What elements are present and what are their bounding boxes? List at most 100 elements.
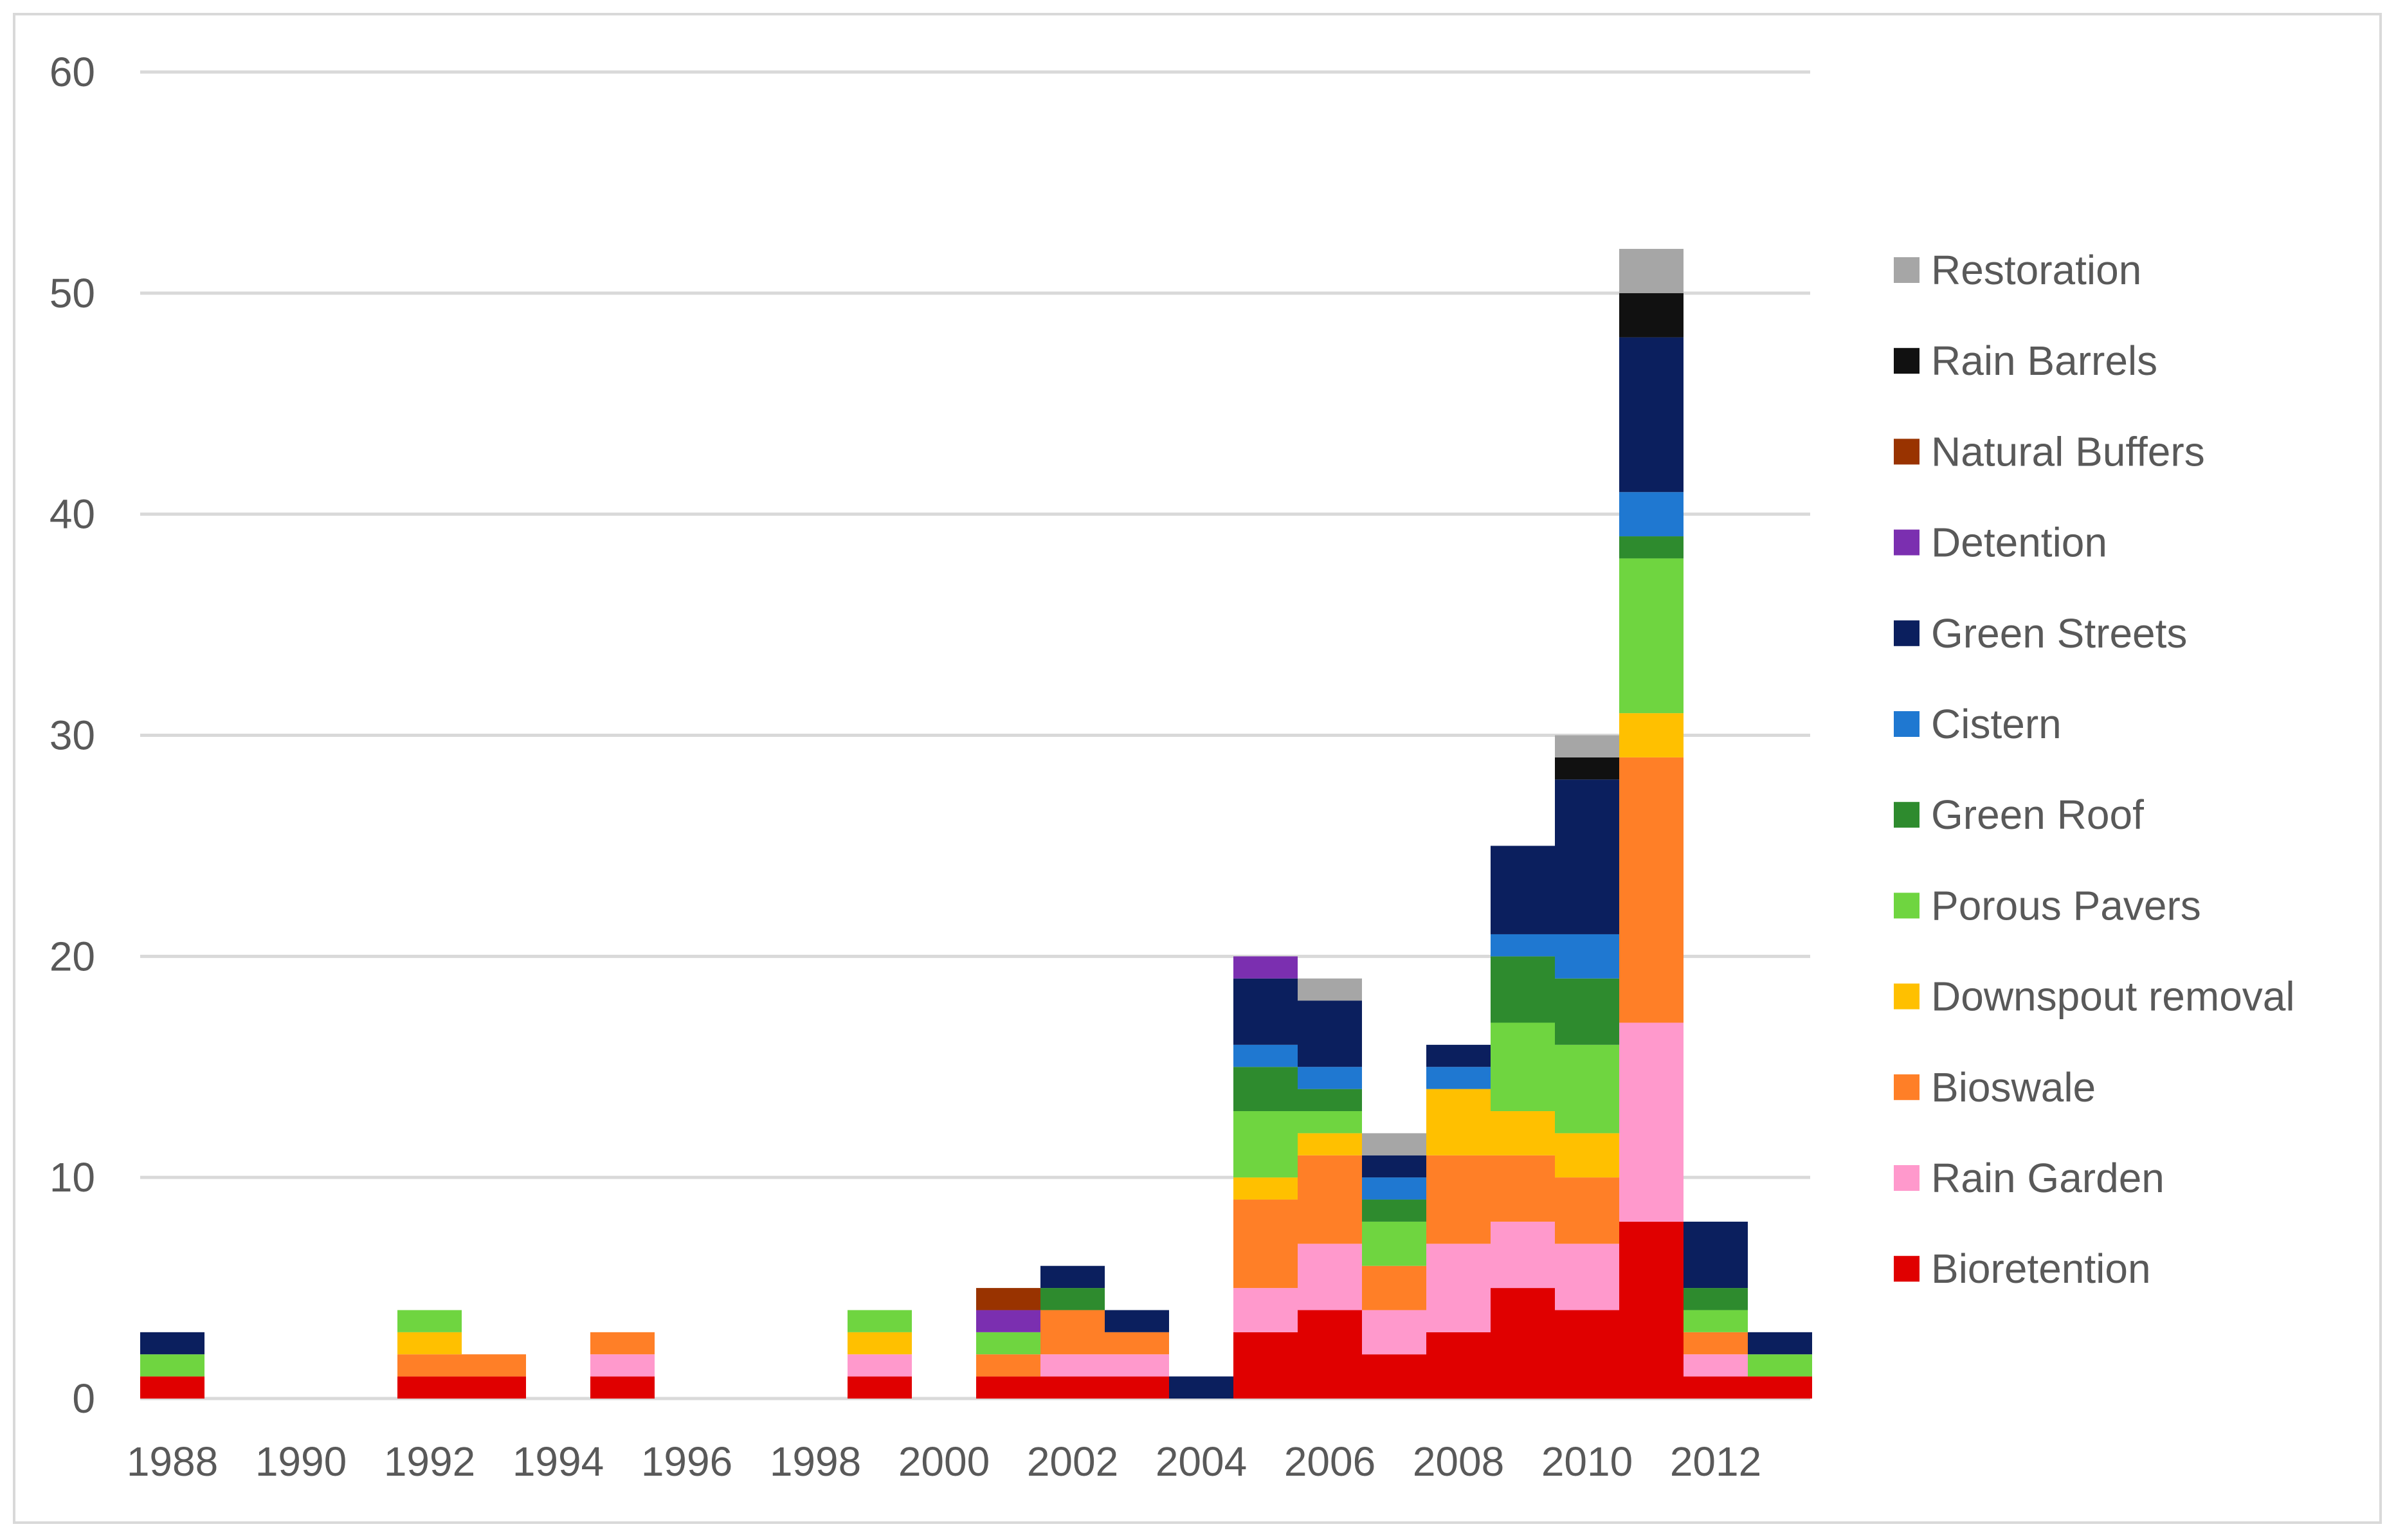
x-tick-label-2008: 2008 — [1413, 1438, 1504, 1485]
chart-frame — [13, 13, 2382, 1524]
y-tick-label-60: 60 — [50, 49, 95, 95]
bar-segment-porous-pavers-2009 — [1491, 1022, 1555, 1112]
bar-segment-cistern-2009 — [1491, 934, 1555, 957]
bar-segment-bioswale-2006 — [1298, 1155, 1362, 1244]
legend-item-downspout-removal: Downspout removal — [1894, 974, 2295, 1020]
x-tick-label-1992: 1992 — [384, 1438, 475, 1485]
bar-segment-bioretention-2005 — [1233, 1332, 1298, 1399]
bar-segment-rain-barrels-2010 — [1555, 757, 1619, 780]
bar-segment-bioretention-2012 — [1684, 1376, 1748, 1399]
bar-segment-rain-garden-2007 — [1362, 1310, 1426, 1355]
bar-segment-bioretention-1993 — [462, 1376, 526, 1399]
bar-segment-porous-pavers-2012 — [1684, 1310, 1748, 1332]
x-tick-label-2006: 2006 — [1284, 1438, 1375, 1485]
x-tick-label-1998: 1998 — [770, 1438, 861, 1485]
bars — [140, 249, 1812, 1399]
bar-segment-porous-pavers-1999 — [848, 1310, 912, 1332]
bar-segment-downspout-removal-2009 — [1491, 1111, 1555, 1155]
legend-swatch-natural-buffers — [1894, 439, 1920, 465]
legend-swatch-rain-barrels — [1894, 348, 1920, 374]
bar-segment-green-streets-1988 — [140, 1332, 204, 1355]
bar-segment-porous-pavers-1992 — [397, 1310, 462, 1332]
bar-segment-cistern-2005 — [1233, 1044, 1298, 1067]
bar-segment-bioswale-2007 — [1362, 1265, 1426, 1310]
legend-swatch-downspout-removal — [1894, 983, 1920, 1010]
bar-segment-downspout-removal-2006 — [1298, 1133, 1362, 1155]
bar-segment-porous-pavers-2001 — [976, 1332, 1040, 1355]
bar-segment-rain-garden-1995 — [590, 1354, 655, 1377]
bar-segment-bioretention-1992 — [397, 1376, 462, 1399]
legend-swatch-green-roof — [1894, 802, 1920, 828]
x-tick-label-1994: 1994 — [513, 1438, 604, 1485]
bar-segment-porous-pavers-2011 — [1619, 558, 1684, 714]
x-tick-label-2002: 2002 — [1027, 1438, 1118, 1485]
bar-segment-rain-garden-2008 — [1426, 1244, 1491, 1332]
x-tick-label-2012: 2012 — [1670, 1438, 1761, 1485]
bar-segment-bioretention-2011 — [1619, 1221, 1684, 1399]
legend-label-natural-buffers: Natural Buffers — [1931, 428, 2205, 475]
legend-label-green-roof: Green Roof — [1931, 792, 2144, 838]
bar-segment-green-streets-2011 — [1619, 337, 1684, 493]
legend-item-detention: Detention — [1894, 520, 2107, 566]
bar-segment-green-streets-2006 — [1298, 1001, 1362, 1067]
bar-segment-bioswale-2009 — [1491, 1155, 1555, 1222]
bar-segment-green-streets-2012 — [1684, 1221, 1748, 1289]
legend-item-natural-buffers: Natural Buffers — [1894, 428, 2205, 475]
bar-segment-green-streets-2009 — [1491, 846, 1555, 934]
bar-segment-bioswale-2010 — [1555, 1177, 1619, 1244]
bar-segment-cistern-2007 — [1362, 1177, 1426, 1200]
legend-swatch-bioretention — [1894, 1256, 1920, 1282]
bar-segment-rain-garden-2011 — [1619, 1022, 1684, 1222]
y-tick-label-20: 20 — [50, 933, 95, 979]
y-tick-label-10: 10 — [50, 1154, 95, 1200]
bar-segment-natural-buffers-2001 — [976, 1288, 1040, 1310]
bar-segment-green-streets-2013 — [1748, 1332, 1812, 1355]
legend-label-green-streets: Green Streets — [1931, 610, 2187, 657]
bar-segment-rain-garden-2009 — [1491, 1221, 1555, 1289]
bar-segment-restoration-2007 — [1362, 1133, 1426, 1155]
bar-segment-green-roof-2011 — [1619, 536, 1684, 559]
legend-swatch-cistern — [1894, 711, 1920, 737]
legend-swatch-porous-pavers — [1894, 892, 1920, 919]
bar-segment-downspout-removal-1992 — [397, 1332, 462, 1355]
legend-item-bioswale: Bioswale — [1894, 1064, 2096, 1110]
bar-segment-porous-pavers-2010 — [1555, 1044, 1619, 1134]
bar-segment-downspout-removal-1999 — [848, 1332, 912, 1355]
bar-segment-green-roof-2002 — [1040, 1288, 1105, 1310]
legend-swatch-detention — [1894, 529, 1920, 556]
bar-segment-bioswale-2003 — [1105, 1332, 1169, 1355]
bar-segment-bioretention-1999 — [848, 1376, 912, 1399]
legend-item-green-roof: Green Roof — [1894, 792, 2144, 838]
bar-segment-porous-pavers-2013 — [1748, 1354, 1812, 1377]
bar-segment-bioretention-2013 — [1748, 1376, 1812, 1399]
bar-segment-restoration-2011 — [1619, 249, 1684, 293]
bar-segment-bioswale-1995 — [590, 1332, 655, 1355]
bar-segment-bioswale-2012 — [1684, 1332, 1748, 1355]
bar-segment-bioretention-2002 — [1040, 1376, 1105, 1399]
legend-label-bioswale: Bioswale — [1931, 1064, 2096, 1110]
bar-segment-porous-pavers-2006 — [1298, 1111, 1362, 1134]
bar-segment-bioretention-1988 — [140, 1376, 204, 1399]
bar-segment-bioretention-2009 — [1491, 1288, 1555, 1399]
legend-label-restoration: Restoration — [1931, 247, 2141, 293]
bar-segment-rain-barrels-2011 — [1619, 293, 1684, 338]
bar-segment-bioretention-2008 — [1426, 1332, 1491, 1399]
x-tick-label-1988: 1988 — [127, 1438, 218, 1485]
bar-segment-green-streets-2004 — [1169, 1376, 1233, 1399]
bar-segment-cistern-2010 — [1555, 934, 1619, 979]
bar-segment-bioretention-1995 — [590, 1376, 655, 1399]
bar-segment-bioswale-2008 — [1426, 1155, 1491, 1244]
bar-segment-bioretention-2003 — [1105, 1376, 1169, 1399]
bar-segment-green-roof-2005 — [1233, 1067, 1298, 1112]
bar-segment-restoration-2006 — [1298, 978, 1362, 1001]
y-tick-label-40: 40 — [50, 491, 95, 538]
bar-segment-downspout-removal-2005 — [1233, 1177, 1298, 1200]
bar-segment-cistern-2008 — [1426, 1067, 1491, 1089]
bar-segment-bioswale-1992 — [397, 1354, 462, 1377]
x-axis: 1988 1990 1992 1994 1996 1998 2000 2002 2004 2006… — [127, 1438, 1761, 1485]
legend-label-rain-barrels: Rain Barrels — [1931, 338, 2157, 384]
bar-segment-rain-garden-2010 — [1555, 1244, 1619, 1310]
bar-segment-green-roof-2012 — [1684, 1288, 1748, 1310]
bar-segment-green-roof-2009 — [1491, 956, 1555, 1023]
legend-label-porous-pavers: Porous Pavers — [1931, 882, 2201, 929]
